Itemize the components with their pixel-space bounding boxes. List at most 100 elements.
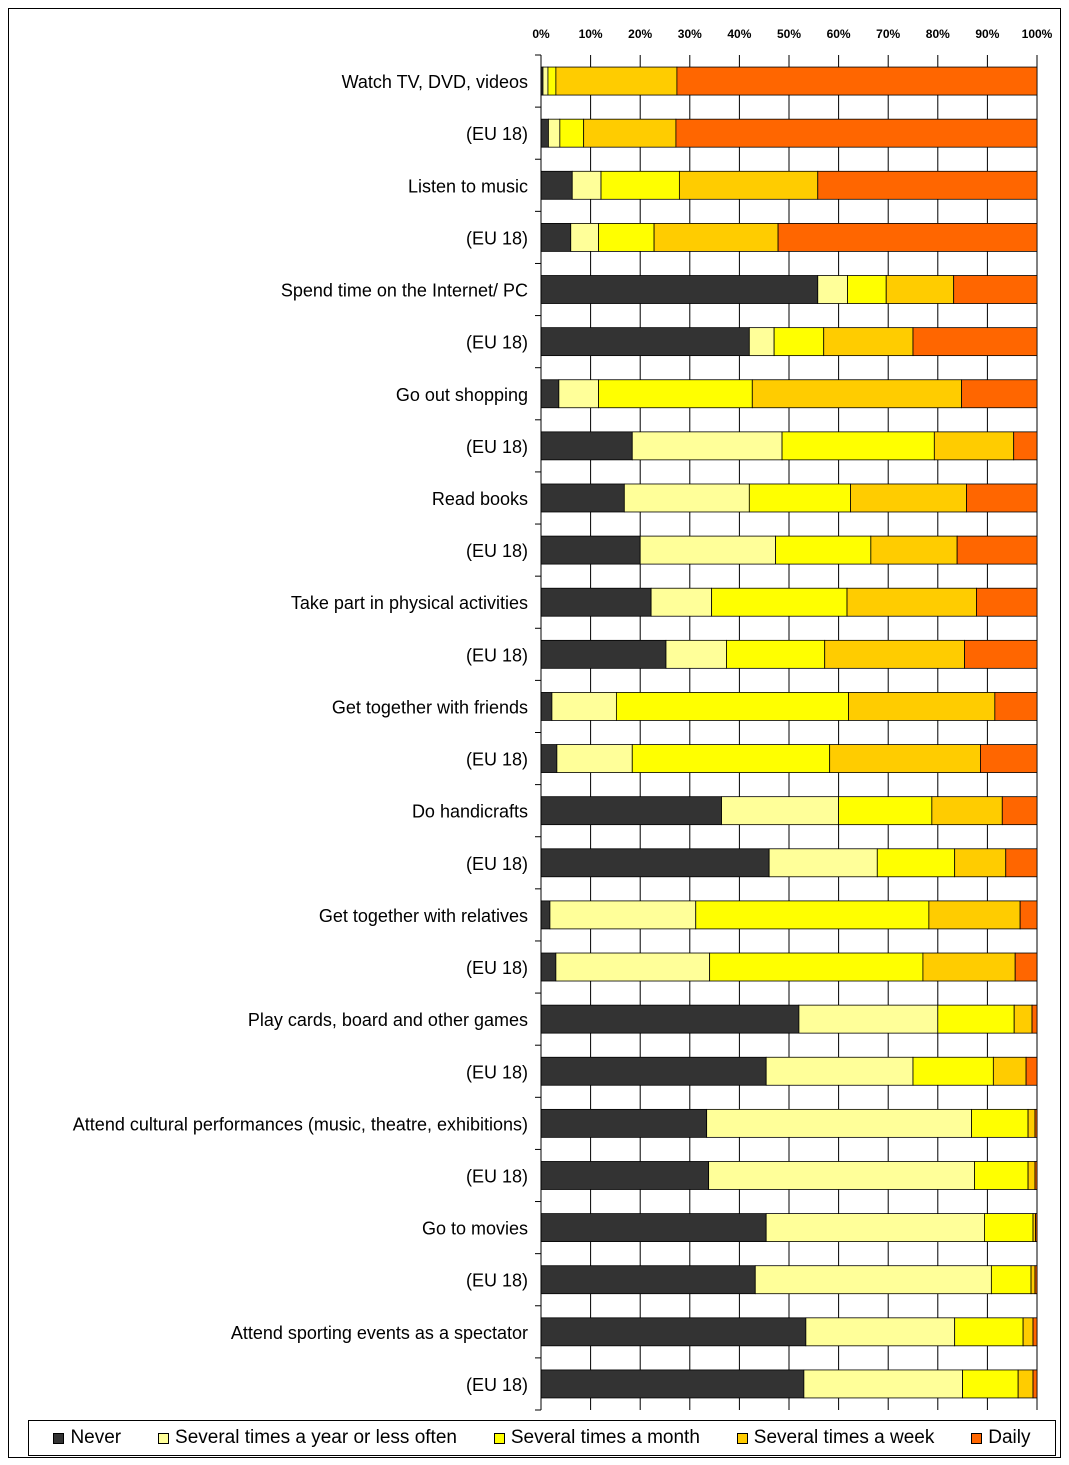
- x-tick-label: 40%: [727, 27, 751, 41]
- bar-segment: [540, 170, 573, 200]
- legend-item: Never: [53, 1427, 121, 1449]
- bar-segment: [1027, 1108, 1036, 1138]
- bar-segment: [598, 223, 655, 252]
- bar-segment: [721, 796, 840, 826]
- x-tick-label: 60%: [827, 27, 851, 41]
- bar-segment: [803, 1369, 964, 1399]
- category-label: (EU 18): [466, 1166, 528, 1186]
- category-label: (EU 18): [466, 1375, 528, 1395]
- bar-segment: [775, 535, 872, 565]
- bar-segment: [540, 952, 557, 982]
- bar-segment: [931, 796, 1003, 826]
- bar-segment: [823, 327, 914, 357]
- bar-segment: [540, 275, 819, 304]
- category-label: Do handicrafts: [412, 802, 528, 822]
- bar-segment: [540, 431, 633, 461]
- bar-segment: [961, 379, 1038, 409]
- bars: [540, 66, 1038, 1399]
- bar-segment: [1013, 431, 1038, 461]
- bar-segment: [540, 379, 560, 409]
- category-label: Get together with relatives: [319, 906, 528, 926]
- bar-segment: [549, 900, 697, 930]
- bar-segment: [956, 535, 1038, 565]
- legend-swatch: [971, 1432, 983, 1444]
- legend-swatch: [53, 1432, 65, 1444]
- bar-segment: [540, 118, 549, 148]
- bar-segment: [817, 275, 848, 304]
- bar-segment: [1030, 1265, 1036, 1295]
- bar-segment: [976, 587, 1038, 617]
- category-label: Read books: [432, 489, 528, 509]
- category-label: Go to movies: [422, 1219, 528, 1239]
- bar-segment: [540, 1369, 805, 1399]
- bar-segment: [542, 66, 549, 96]
- legend-label: Several times a year or less often: [175, 1427, 457, 1448]
- bar-segment: [653, 223, 779, 252]
- bar-segment: [980, 744, 1038, 773]
- bar-segment: [847, 275, 887, 304]
- bar-segment: [850, 483, 967, 513]
- bar-segment: [781, 431, 935, 461]
- legend-item: Several times a year or less often: [158, 1427, 457, 1449]
- x-tick-label: 30%: [678, 27, 702, 41]
- x-tick-label: 50%: [777, 27, 801, 41]
- bar-segment: [600, 170, 680, 200]
- x-tick-label: 90%: [975, 27, 999, 41]
- bar-segment: [1005, 848, 1038, 878]
- bar-segment: [1034, 1108, 1038, 1138]
- bar-segment: [805, 1317, 956, 1347]
- legend-label: Never: [70, 1427, 122, 1448]
- bar-segment: [1001, 796, 1038, 826]
- bar-segment: [631, 431, 783, 461]
- x-tick-label: 20%: [628, 27, 652, 41]
- category-label: (EU 18): [466, 645, 528, 665]
- bar-segment: [615, 692, 849, 721]
- bar-segment: [1032, 1317, 1038, 1347]
- category-label: Play cards, board and other games: [248, 1010, 528, 1030]
- legend-item: Daily: [971, 1427, 1031, 1449]
- bar-segment: [598, 379, 753, 409]
- category-label: (EU 18): [466, 1062, 528, 1082]
- bar-segment: [751, 379, 963, 409]
- legend-swatch: [493, 1432, 505, 1444]
- bar-segment: [885, 275, 955, 304]
- bar-segment: [695, 900, 930, 930]
- bar-segment: [548, 118, 561, 148]
- bar-segment: [768, 848, 878, 878]
- bar-segment: [953, 275, 1038, 304]
- bar-segment: [838, 796, 933, 826]
- bar-segment: [748, 327, 775, 357]
- bar-segment: [555, 952, 711, 982]
- bar-segment: [540, 223, 572, 252]
- bar-segment: [540, 1213, 767, 1242]
- bar-segment: [765, 1213, 985, 1242]
- bar-segment: [748, 483, 851, 513]
- bar-segment: [540, 796, 722, 826]
- bar-segment: [971, 1108, 1029, 1138]
- bar-segment: [933, 431, 1015, 461]
- bar-segment: [990, 1265, 1032, 1295]
- bar-segment: [540, 639, 667, 669]
- legend-label: Several times a week: [753, 1427, 935, 1448]
- bar-segment: [559, 118, 585, 148]
- bar-segment: [1019, 900, 1038, 930]
- x-tick-label: 0%: [532, 27, 550, 41]
- bar-segment: [912, 327, 1038, 357]
- bar-segment: [726, 639, 826, 669]
- bar-segment: [540, 1056, 767, 1086]
- x-tick-label: 10%: [579, 27, 603, 41]
- bar-segment: [962, 1369, 1019, 1399]
- bar-segment: [1022, 1317, 1034, 1347]
- bar-segment: [540, 692, 553, 721]
- bar-segment: [540, 1004, 800, 1034]
- bar-segment: [709, 952, 924, 982]
- category-label: Attend cultural performances (music, the…: [73, 1114, 528, 1134]
- x-tick-label: 80%: [926, 27, 950, 41]
- bar-segment: [1034, 1265, 1038, 1295]
- legend-swatch: [158, 1432, 170, 1444]
- bar-segment: [954, 848, 1007, 878]
- bar-segment: [540, 535, 641, 565]
- category-label: Get together with friends: [332, 697, 528, 717]
- bar-segment: [870, 535, 958, 565]
